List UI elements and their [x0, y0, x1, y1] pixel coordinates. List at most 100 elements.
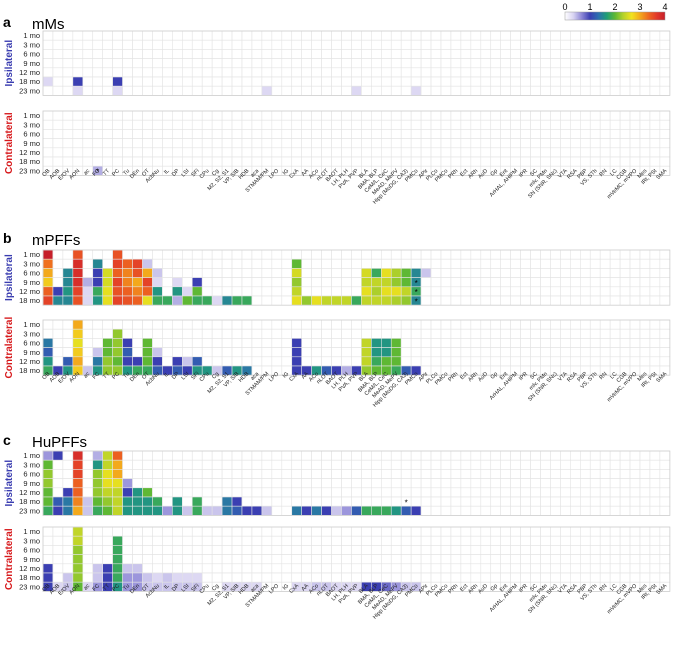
column-label: RN: [599, 583, 609, 593]
heatmap-cell: [182, 76, 193, 87]
heatmap-cell: [430, 338, 442, 348]
heatmap-cell: [420, 156, 432, 167]
heatmap-cell: [321, 30, 332, 41]
heatmap-cell: [291, 277, 302, 288]
heatmap-cell: [609, 268, 621, 278]
heatmap-cell: [182, 496, 193, 507]
heatmap-cell: [390, 85, 402, 96]
heatmap-cell: [102, 469, 113, 479]
heatmap-cell: [211, 295, 223, 306]
heatmap-cell: [410, 338, 422, 348]
heatmap-cell: [530, 347, 541, 358]
significance-star: *: [405, 498, 408, 507]
heatmap-cell: [450, 563, 462, 574]
heatmap-cell: [72, 49, 84, 59]
heatmap-cell: [241, 249, 253, 260]
heatmap-cell: [301, 505, 312, 516]
heatmap-cell: [152, 572, 163, 583]
heatmap-cell: [321, 58, 332, 69]
heatmap-cell: [361, 277, 372, 288]
heatmap-cell: [182, 328, 193, 339]
heatmap-cell: [460, 295, 472, 306]
heatmap-cell: [639, 119, 651, 130]
heatmap-cell: [390, 459, 402, 470]
heatmap-cell: [410, 39, 422, 50]
heatmap-cell: [341, 319, 352, 330]
heatmap-cell: [191, 328, 203, 339]
heatmap-cell: [440, 58, 452, 69]
heatmap-cell: [599, 258, 611, 269]
heatmap-cell: [201, 338, 213, 348]
heatmap-cell: [371, 496, 382, 507]
heatmap-cell: [231, 459, 243, 470]
heatmap-cell: [440, 110, 452, 121]
heatmap-cell: [540, 459, 551, 470]
heatmap-cell: [470, 39, 482, 50]
heatmap-cell: [460, 487, 472, 498]
heatmap-cell: [281, 526, 293, 537]
heatmap-cell: [450, 76, 462, 87]
heatmap-cell: [311, 39, 322, 50]
heatmap-cell: [410, 487, 422, 498]
heatmap-cell: [112, 328, 123, 339]
heatmap-cell: [172, 39, 183, 50]
heatmap-cell: [321, 85, 332, 96]
heatmap-cell: [550, 249, 561, 260]
heatmap-cell: [400, 459, 412, 470]
heatmap-cell: [589, 147, 601, 158]
heatmap-cell: [400, 487, 412, 498]
heatmap-cell: [570, 147, 581, 158]
significance-star: *: [415, 297, 418, 306]
heatmap-cell: [341, 338, 352, 348]
heatmap-cell: [251, 58, 263, 69]
heatmap-cell: [142, 450, 153, 461]
heatmap-cell: [440, 356, 452, 367]
heatmap-cell: [410, 76, 422, 87]
heatmap-cell: [490, 356, 501, 367]
heatmap-cell: [490, 67, 501, 78]
heatmap-cell: [500, 110, 511, 121]
heatmap-cell: [649, 286, 661, 297]
heatmap-cell: [550, 563, 561, 574]
heatmap-cell: [251, 110, 263, 121]
heatmap-cell: [271, 258, 283, 269]
heatmap-cell: [550, 286, 561, 297]
heatmap-cell: [221, 119, 233, 130]
heatmap-cell: [152, 478, 163, 489]
heatmap-cell: [400, 319, 412, 330]
heatmap-cell: [440, 258, 452, 269]
heatmap-cell: [470, 459, 482, 470]
heatmap-cell: [172, 110, 183, 121]
heatmap-cell: [102, 119, 113, 130]
heatmap-cell: [659, 505, 671, 516]
heatmap-cell: [82, 563, 94, 574]
panel-title: HuPFFs: [32, 434, 87, 451]
heatmap-cell: [371, 58, 382, 69]
heatmap-cell: [530, 67, 541, 78]
heatmap-cell: [420, 319, 432, 330]
heatmap-cell: [271, 58, 283, 69]
heatmap-cell: [490, 496, 501, 507]
heatmap-cell: [361, 258, 372, 269]
heatmap-cell: [122, 49, 133, 59]
heatmap-cell: [82, 147, 94, 158]
heatmap-cell: [122, 58, 133, 69]
heatmap-cell: [122, 572, 133, 583]
heatmap-cell: [520, 49, 531, 59]
heatmap-cell: [530, 295, 541, 306]
heatmap-cell: [510, 535, 521, 546]
heatmap-cell: [221, 30, 233, 41]
column-label: IL: [163, 168, 171, 176]
heatmap-cell: [450, 487, 462, 498]
heatmap-cell: [589, 563, 601, 574]
heatmap-cell: [390, 554, 402, 565]
heatmap-cell: [152, 338, 163, 348]
column-label: AA: [301, 583, 311, 593]
heatmap-cell: [102, 85, 113, 96]
heatmap-cell: [460, 110, 472, 121]
heatmap-cell: [649, 487, 661, 498]
heatmap-cell: [241, 295, 253, 306]
heatmap-cell: [430, 110, 442, 121]
heatmap-cell: [182, 39, 193, 50]
heatmap-cell: [510, 119, 521, 130]
